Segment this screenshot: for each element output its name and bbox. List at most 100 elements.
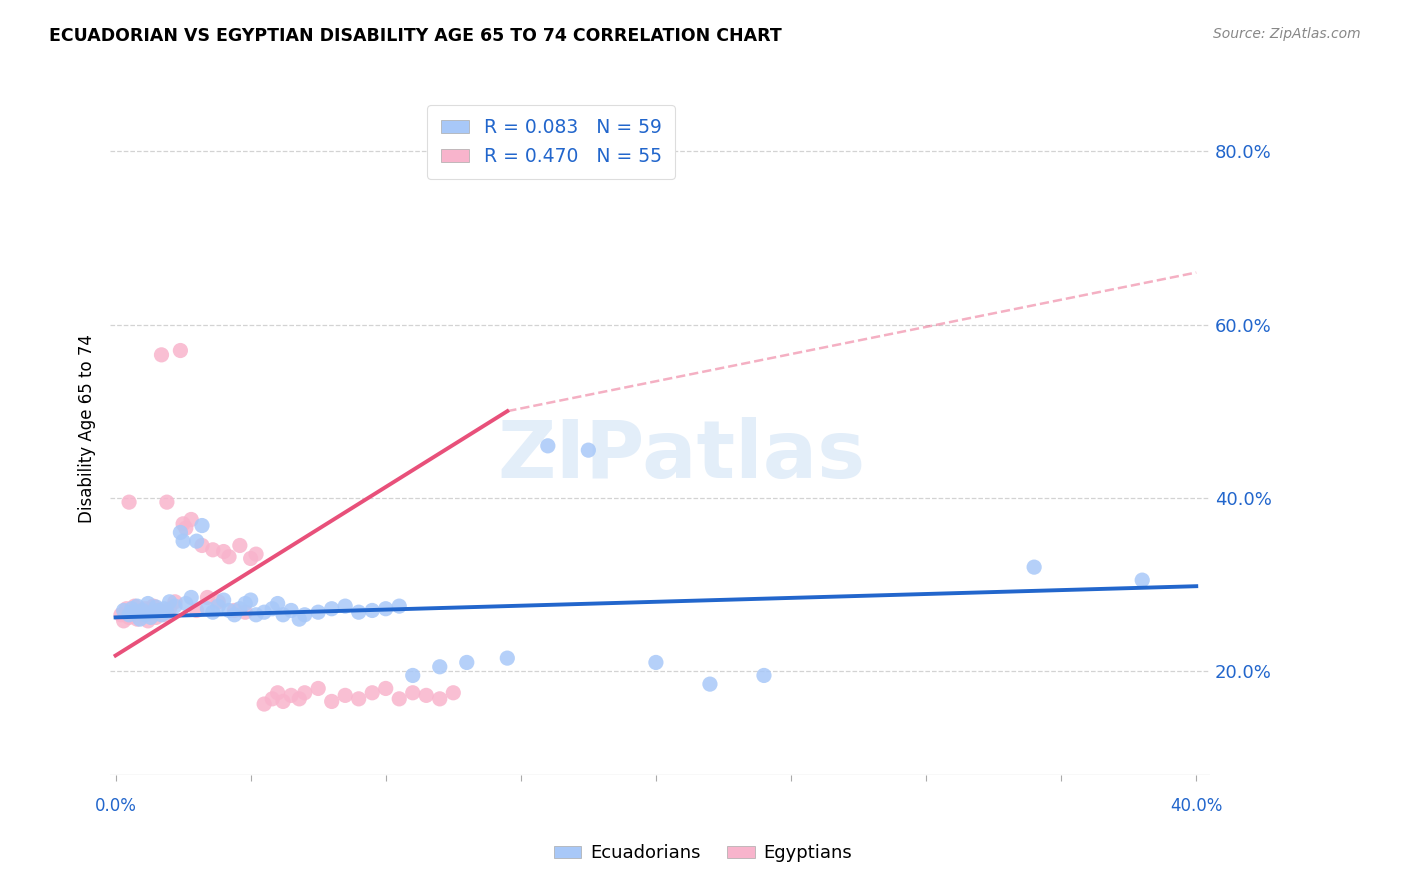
Point bbox=[245, 607, 267, 622]
Point bbox=[127, 612, 149, 626]
Point bbox=[212, 593, 235, 607]
Point bbox=[131, 603, 153, 617]
Point bbox=[115, 601, 138, 615]
Point bbox=[233, 597, 256, 611]
Point bbox=[224, 607, 246, 622]
Point bbox=[136, 597, 159, 611]
Point bbox=[402, 686, 425, 700]
Point bbox=[180, 591, 202, 605]
Point bbox=[441, 686, 464, 700]
Point bbox=[172, 516, 194, 531]
Point bbox=[347, 691, 370, 706]
Point bbox=[201, 542, 224, 557]
Point bbox=[262, 691, 284, 706]
Point bbox=[150, 348, 173, 362]
Point bbox=[121, 605, 143, 619]
Point bbox=[752, 668, 775, 682]
Point bbox=[191, 518, 214, 533]
Point bbox=[271, 694, 294, 708]
Point bbox=[127, 599, 149, 614]
Point bbox=[271, 607, 294, 622]
Point bbox=[118, 607, 141, 622]
Point bbox=[1024, 560, 1046, 574]
Point bbox=[245, 547, 267, 561]
Point bbox=[224, 603, 246, 617]
Point bbox=[153, 601, 176, 615]
Point bbox=[142, 605, 165, 619]
Point bbox=[307, 605, 329, 619]
Point bbox=[402, 668, 425, 682]
Point bbox=[148, 603, 170, 617]
Point bbox=[218, 603, 240, 617]
Point bbox=[163, 595, 186, 609]
Point bbox=[156, 605, 179, 619]
Point bbox=[150, 607, 173, 622]
Point bbox=[253, 605, 276, 619]
Point bbox=[145, 599, 167, 614]
Point bbox=[321, 601, 343, 615]
Point bbox=[128, 612, 150, 626]
Point bbox=[110, 607, 132, 622]
Point bbox=[361, 686, 384, 700]
Point bbox=[294, 607, 316, 622]
Point bbox=[253, 697, 276, 711]
Point bbox=[124, 605, 146, 619]
Point bbox=[229, 601, 252, 615]
Point bbox=[645, 656, 668, 670]
Point bbox=[335, 689, 357, 703]
Point bbox=[153, 607, 176, 622]
Point bbox=[174, 521, 197, 535]
Point bbox=[576, 443, 599, 458]
Point bbox=[128, 603, 150, 617]
Point bbox=[186, 603, 208, 617]
Point bbox=[156, 495, 179, 509]
Point bbox=[429, 660, 451, 674]
Point bbox=[280, 603, 302, 617]
Y-axis label: Disability Age 65 to 74: Disability Age 65 to 74 bbox=[79, 334, 96, 523]
Point bbox=[388, 599, 411, 614]
Point bbox=[136, 614, 159, 628]
Point bbox=[699, 677, 721, 691]
Point bbox=[361, 603, 384, 617]
Point bbox=[118, 495, 141, 509]
Text: Source: ZipAtlas.com: Source: ZipAtlas.com bbox=[1213, 27, 1361, 41]
Point bbox=[180, 512, 202, 526]
Point bbox=[388, 691, 411, 706]
Point bbox=[159, 601, 181, 615]
Point bbox=[159, 595, 181, 609]
Point bbox=[294, 686, 316, 700]
Point bbox=[288, 612, 311, 626]
Point bbox=[118, 610, 141, 624]
Point bbox=[131, 607, 153, 622]
Point bbox=[239, 593, 262, 607]
Point bbox=[456, 656, 478, 670]
Point bbox=[112, 614, 135, 628]
Point bbox=[142, 599, 165, 614]
Point bbox=[321, 694, 343, 708]
Point bbox=[218, 549, 240, 564]
Point bbox=[207, 595, 229, 609]
Point bbox=[266, 686, 288, 700]
Text: 40.0%: 40.0% bbox=[1170, 797, 1222, 814]
Point bbox=[429, 691, 451, 706]
Point bbox=[201, 605, 224, 619]
Point bbox=[148, 603, 170, 617]
Point bbox=[239, 551, 262, 566]
Point bbox=[139, 605, 162, 619]
Point bbox=[347, 605, 370, 619]
Text: ZIPatlas: ZIPatlas bbox=[498, 417, 866, 495]
Point bbox=[186, 534, 208, 549]
Point bbox=[229, 539, 252, 553]
Point bbox=[174, 597, 197, 611]
Point bbox=[163, 599, 186, 614]
Point bbox=[121, 601, 143, 615]
Point bbox=[169, 525, 191, 540]
Point bbox=[288, 691, 311, 706]
Point bbox=[207, 599, 229, 614]
Point bbox=[134, 601, 156, 615]
Point bbox=[496, 651, 519, 665]
Point bbox=[191, 539, 214, 553]
Point bbox=[266, 597, 288, 611]
Point bbox=[197, 601, 219, 615]
Text: 0.0%: 0.0% bbox=[94, 797, 136, 814]
